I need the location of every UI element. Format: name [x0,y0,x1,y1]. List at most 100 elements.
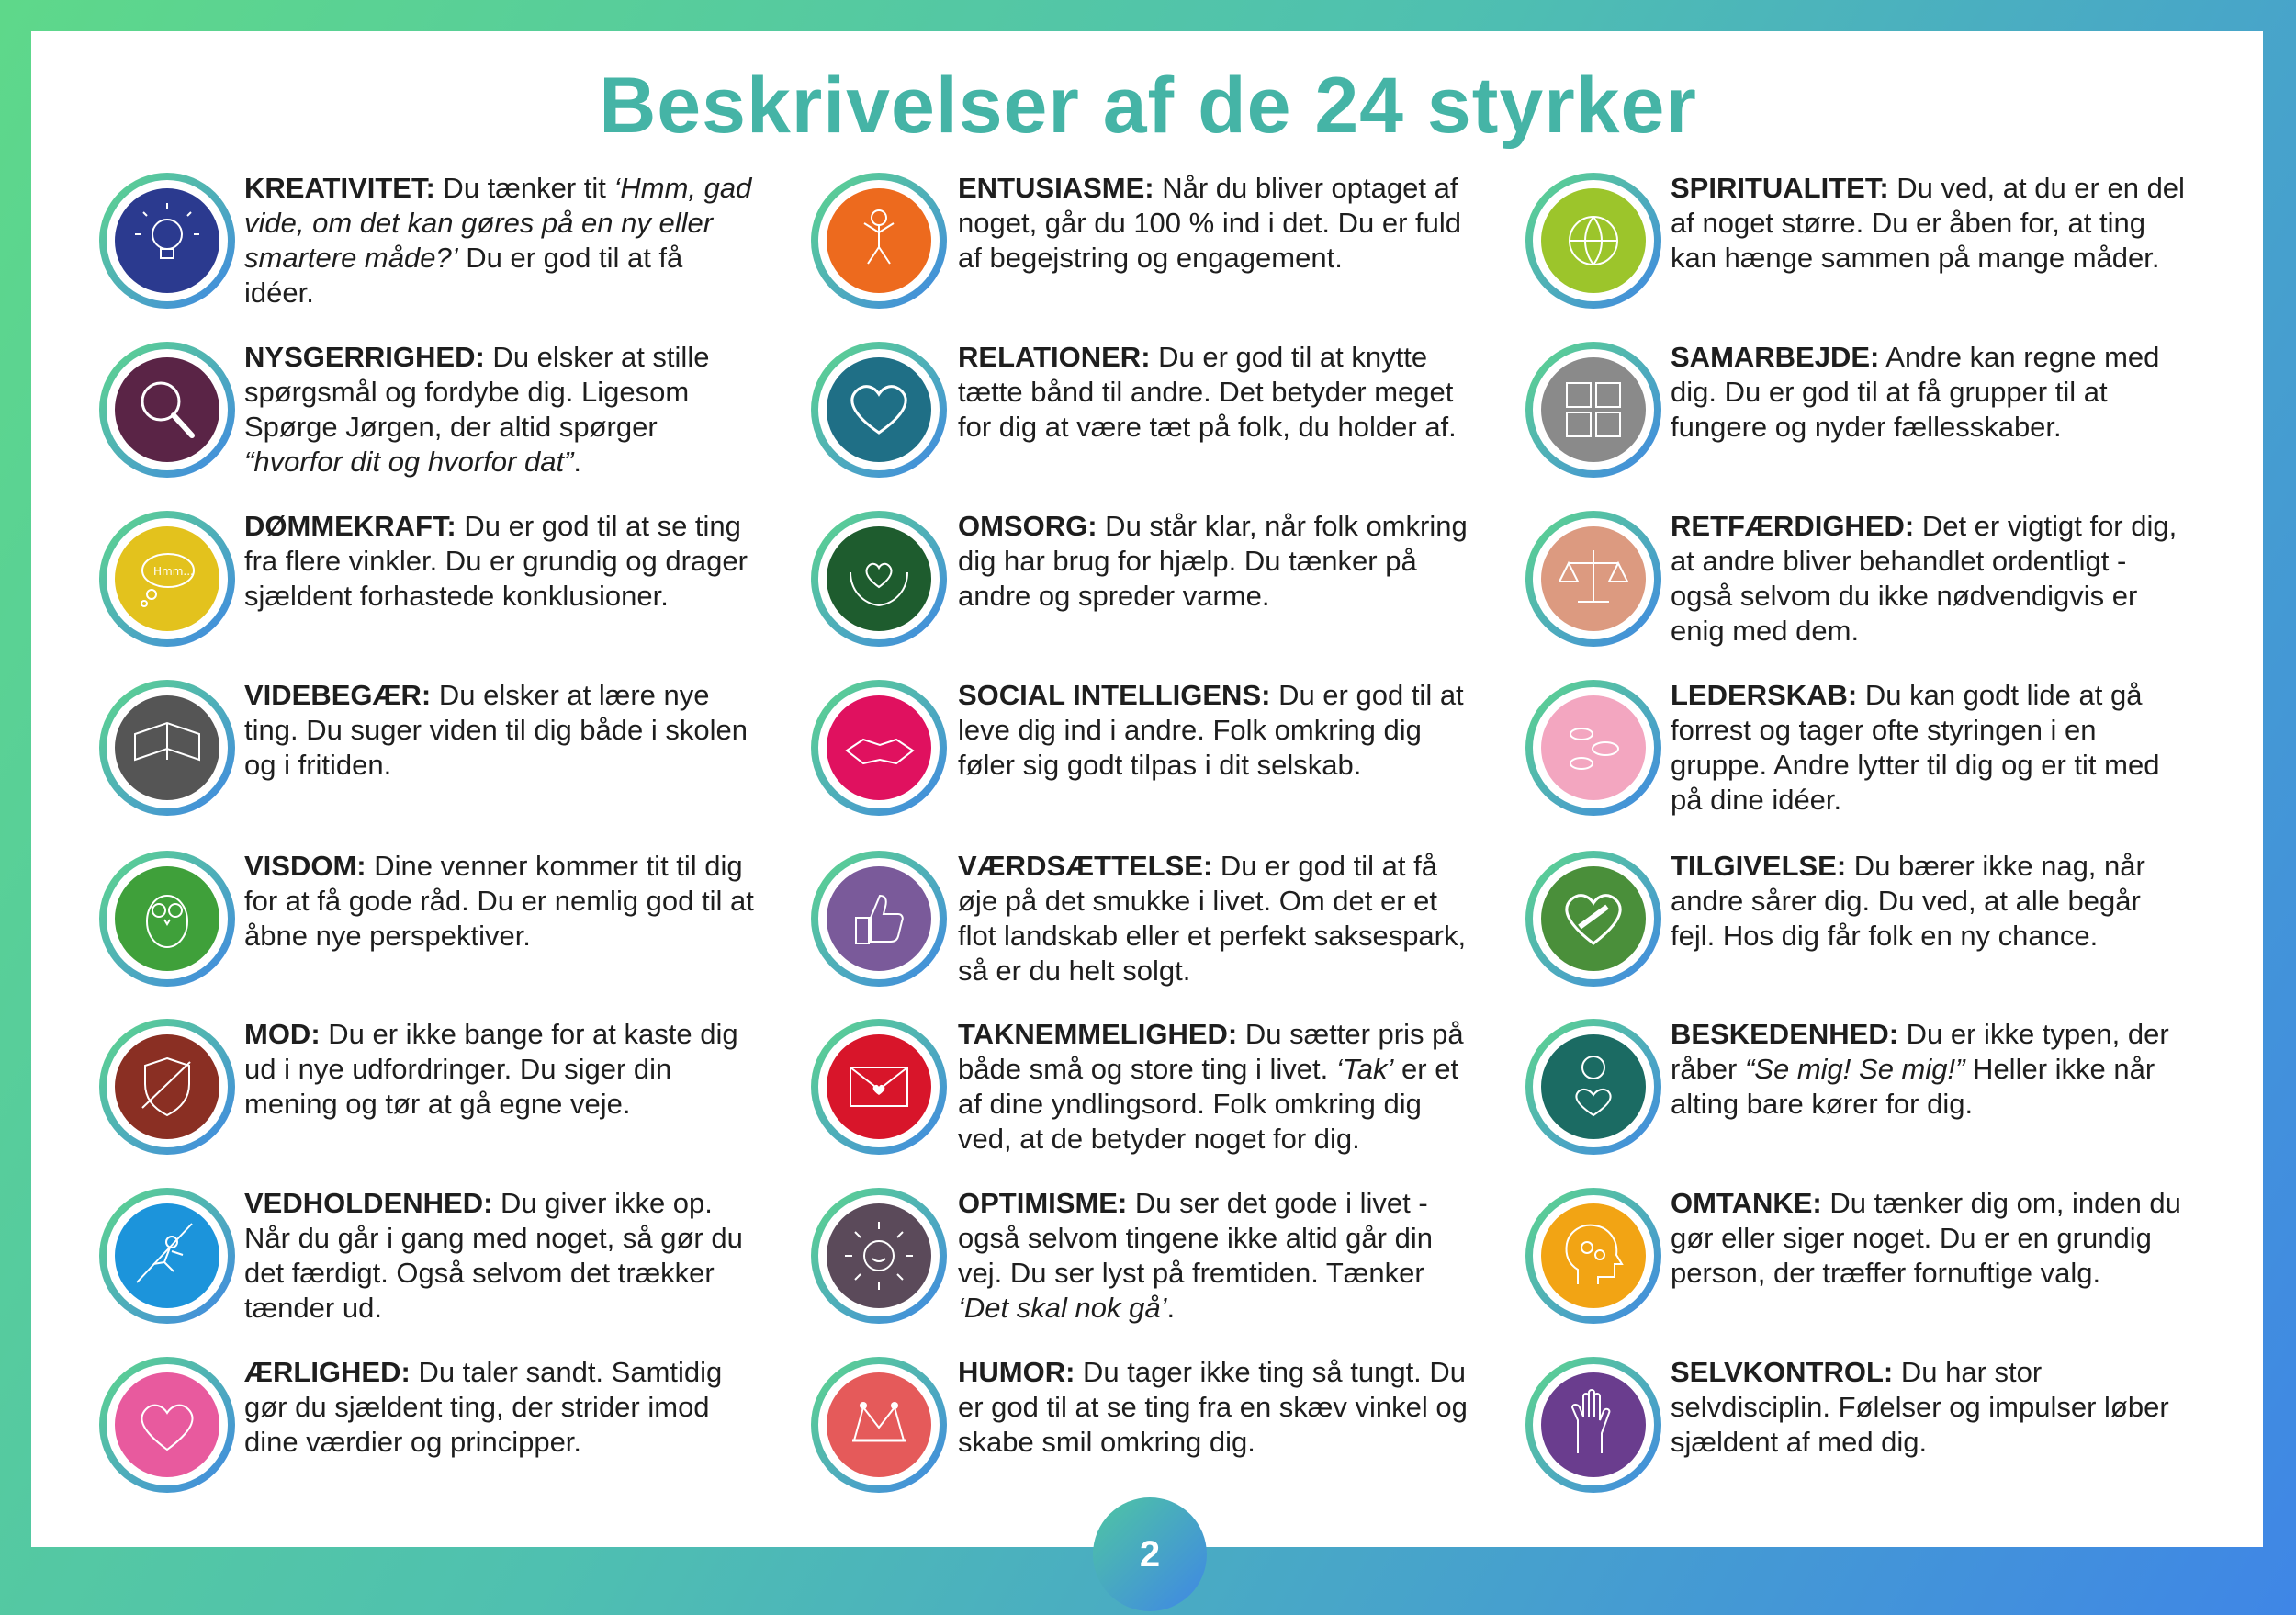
heart-icon [811,342,947,478]
description-text: Det er vigtigt for dig, at andre bliver … [1671,510,2178,647]
patched-heart-icon [1525,851,1661,987]
patched-heart-icon-glyph [1565,894,1622,945]
icon-disc [827,526,931,631]
strength-name: BESKEDENHED: [1671,1018,1899,1050]
strength-description: SPIRITUALITET: Du ved, at du er en del a… [1671,171,2185,276]
owl-icon [99,851,235,987]
icon-disc [827,357,931,462]
quote-text: ‘Tak’ [1335,1053,1394,1085]
description-text: Du er god til at se ting fra flere vinkl… [244,510,748,612]
description-text: er et af dine yndlingsord. Folk omkring … [958,1053,1459,1155]
sun-icon-glyph [845,1222,913,1290]
icon-disc [115,1372,219,1477]
strength-description: SOCIAL INTELLIGENS: Du er god til at lev… [958,678,1472,783]
strength-description: RELATIONER: Du er god til at knytte tætt… [958,340,1472,445]
strength-name: KREATIVITET: [244,172,435,204]
fish-icon-glyph [1570,728,1619,770]
strength-description: HUMOR: Du tager ikke ting så tungt. Du e… [958,1355,1472,1460]
strength-description: RETFÆRDIGHED: Det er vigtigt for dig, at… [1671,509,2185,649]
puzzle-icon-glyph [1566,382,1621,437]
quote-text: “Se mig! Se mig!” [1744,1053,1965,1085]
sun-icon [811,1188,947,1324]
person-heart-icon [1525,1019,1661,1155]
thought-bubble-icon-glyph: Hmm... [141,553,195,607]
strength-name: VISDOM: [244,850,366,882]
head-gears-icon-glyph [1565,1224,1624,1284]
description-text: Du giver ikke op. Når du går i gang med … [244,1187,743,1324]
description-text: Du bærer ikke nag, når andre sårer dig. … [1671,850,2145,952]
strength-name: VEDHOLDENHED: [244,1187,493,1219]
jester-hat-icon [811,1357,947,1493]
strength-name: HUMOR: [958,1356,1075,1388]
description-text: Du tænker dig om, inden du gør eller sig… [1671,1187,2181,1289]
icon-disc [827,1203,931,1308]
strength-description: OMTANKE: Du tænker dig om, inden du gør … [1671,1186,2185,1291]
strength-name: ENTUSIASME: [958,172,1154,204]
strength-name: SELVKONTROL: [1671,1356,1894,1388]
handshake-icon [811,680,947,816]
description-text: Du taler sandt. Samtidig gør du sjældent… [244,1356,723,1458]
strength-name: OMSORG: [958,510,1097,542]
strength-name: RELATIONER: [958,341,1151,373]
heart-hand-icon-glyph [141,1404,194,1451]
strength-description: SELVKONTROL: Du har stor selvdisciplin. … [1671,1355,2185,1460]
strength-description: MOD: Du er ikke bange for at kaste dig u… [244,1017,759,1122]
magnifier-icon [99,342,235,478]
fish-icon [1525,680,1661,816]
lightbulb-icon [99,173,235,309]
strength-description: VEDHOLDENHED: Du giver ikke op. Når du g… [244,1186,759,1326]
description-text: Du tænker tit [434,172,614,204]
strength-name: LEDERSKAB: [1671,679,1858,711]
puzzle-icon [1525,342,1661,478]
description-text: Du sætter pris på både små og store ting… [958,1018,1464,1085]
scales-icon-glyph [1558,550,1629,603]
strength-description: ÆRLIGHED: Du taler sandt. Samtidig gør d… [244,1355,759,1460]
page-title: Beskrivelser af de 24 styrker [599,62,1697,150]
strength-description: VÆRDSÆTTELSE: Du er god til at få øje på… [958,849,1472,988]
lightbulb-icon-glyph [135,203,199,259]
description-text: Heller ikke når alting bare kører for di… [1671,1053,2155,1120]
strength-description: DØMMEKRAFT: Du er god til at se ting fra… [244,509,759,614]
quote-text: ‘Hmm, gad vide, om det kan gøres på en n… [244,172,752,274]
strength-description: TILGIVELSE: Du bærer ikke nag, når andre… [1671,849,2185,954]
description-text: Du er god til at leve dig ind i andre. F… [958,679,1464,781]
icon-disc [115,866,219,971]
scales-icon [1525,511,1661,647]
strength-name: SPIRITUALITET: [1671,172,1889,204]
thumbs-up-icon [811,851,947,987]
description-text: Du er god til at knytte tætte bånd til a… [958,341,1457,443]
head-gears-icon [1525,1188,1661,1324]
thought-bubble-icon: Hmm... [99,511,235,647]
strength-name: MOD: [244,1018,321,1050]
strength-description: TAKNEMMELIGHED: Du sætter pris på både s… [958,1017,1472,1157]
strength-description: OPTIMISME: Du ser det gode i livet - ogs… [958,1186,1472,1326]
jester-hat-icon-glyph [852,1402,906,1442]
icon-disc [115,1034,219,1139]
heart-icon-glyph [850,385,907,435]
strength-name: DØMMEKRAFT: [244,510,456,542]
shield-icon-glyph [141,1056,191,1117]
strength-description: BESKEDENHED: Du er ikke typen, der råber… [1671,1017,2185,1122]
description-text: Du er god til at få øje på det smukke i … [958,850,1467,987]
page-number-badge: 2 [1093,1497,1207,1611]
page-body [31,31,2263,1547]
description-text: Du er ikke typen, der råber [1671,1018,2169,1085]
globe-icon [1525,173,1661,309]
icon-disc [827,1372,931,1477]
book-icon-glyph [134,721,200,762]
strength-description: OMSORG: Du står klar, når folk omkring d… [958,509,1472,614]
strength-name: VIDEBEGÆR: [244,679,432,711]
caring-hands-icon-glyph [850,562,908,606]
description-text: Du ser det gode i livet - også selvom ti… [958,1187,1433,1289]
description-text: Du er ikke bange for at kaste dig ud i n… [244,1018,738,1120]
icon-disc [827,866,931,971]
quote-text: “hvorfor dit og hvorfor dat” [244,446,574,478]
envelope-heart-icon [811,1019,947,1155]
person-heart-icon-glyph [1575,1056,1612,1117]
climber-icon [99,1188,235,1324]
strength-description: SAMARBEJDE: Andre kan regne med dig. Du … [1671,340,2185,445]
description-text: Du elsker at lære nye ting. Du suger vid… [244,679,748,781]
icon-disc [1541,1203,1646,1308]
description-text: Du tager ikke ting så tungt. Du er god t… [958,1356,1468,1458]
description-text: Du ved, at du er en del af noget større.… [1671,172,2185,274]
